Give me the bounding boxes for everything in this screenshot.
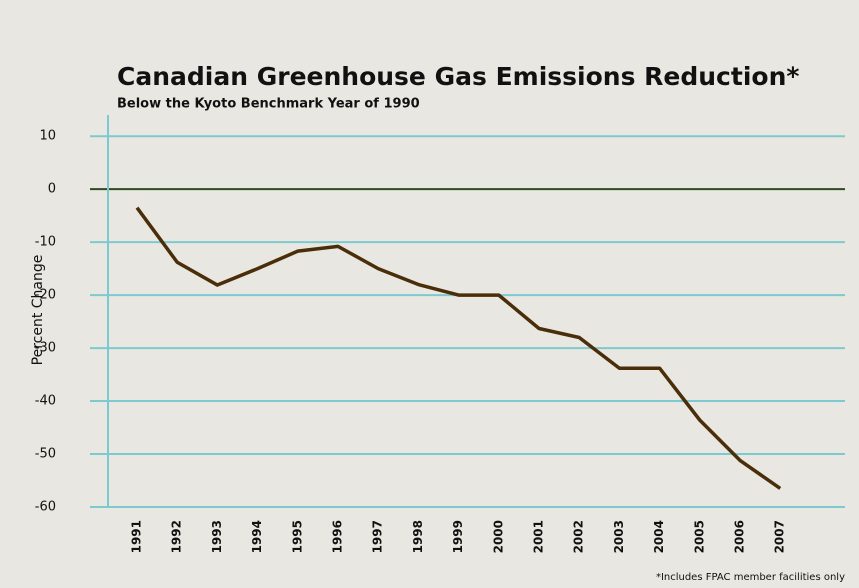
x-tick-label: 1998 xyxy=(411,520,425,553)
x-tick-label: 1999 xyxy=(451,520,465,553)
x-tick-label: 1993 xyxy=(210,520,224,553)
x-tick-label: 1997 xyxy=(371,520,385,553)
x-tick-label: 2002 xyxy=(572,520,586,553)
x-tick-label: 1994 xyxy=(250,520,264,553)
x-tick-label: 2004 xyxy=(652,520,666,553)
x-tick-label: 2006 xyxy=(733,520,747,553)
y-tick-label: -30 xyxy=(35,341,56,356)
x-tick-label: 2003 xyxy=(612,520,626,553)
x-tick-label: 1991 xyxy=(130,520,144,553)
x-tick-label: 1996 xyxy=(331,520,345,553)
x-tick-label: 2005 xyxy=(692,520,706,553)
y-tick-label: -50 xyxy=(35,447,56,462)
y-tick-label: 0 xyxy=(48,182,56,197)
y-tick-label: -40 xyxy=(35,394,56,409)
chart-subtitle: Below the Kyoto Benchmark Year of 1990 xyxy=(117,97,420,112)
y-tick-label: 10 xyxy=(39,129,56,144)
y-tick-label: -60 xyxy=(35,500,56,515)
x-tick-label: 2001 xyxy=(532,520,546,553)
footnote: *Includes FPAC member facilities only xyxy=(656,572,845,583)
x-tick-label: 2007 xyxy=(773,520,787,553)
y-tick-label: -10 xyxy=(35,235,56,250)
x-tick-label: 1995 xyxy=(290,520,304,553)
chart-title: Canadian Greenhouse Gas Emissions Reduct… xyxy=(117,62,799,91)
x-tick-label: 1992 xyxy=(170,520,184,553)
y-tick-label: -20 xyxy=(35,288,56,303)
data-line xyxy=(135,206,782,490)
x-tick-label: 2000 xyxy=(491,520,505,553)
y-axis-label: Percent Change xyxy=(30,255,46,366)
